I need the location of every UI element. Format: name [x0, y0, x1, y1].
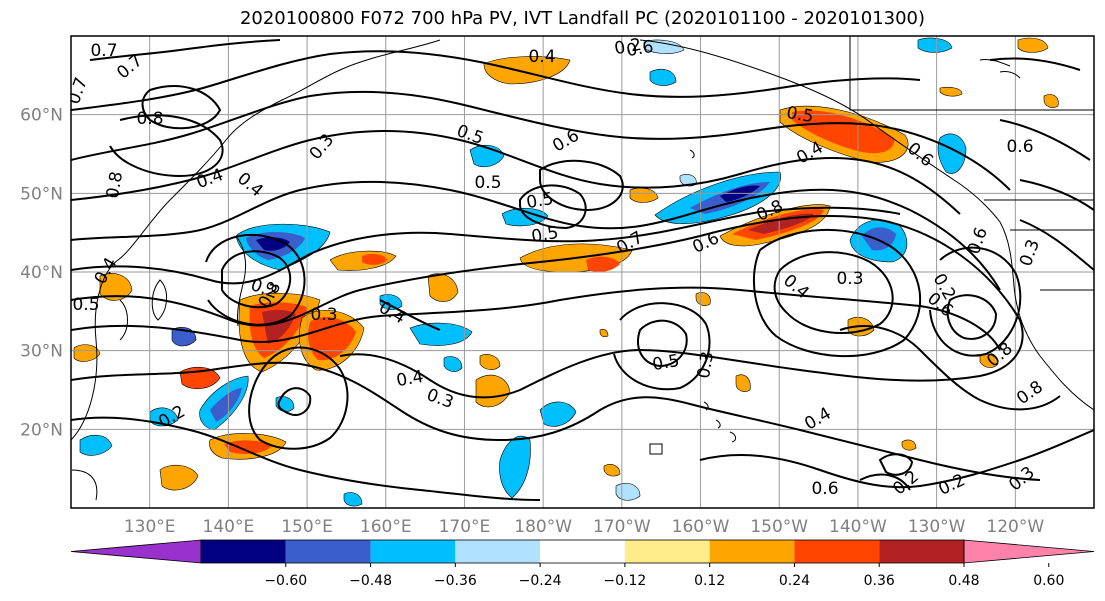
contour-label: 0.4 — [528, 47, 555, 67]
longitude-tick-label: 160°W — [672, 517, 730, 537]
contour-label: 0.4 — [395, 367, 425, 391]
contour-label: 0.5 — [474, 173, 501, 193]
contour-label: 0.5 — [651, 351, 681, 375]
contour-label: 0.3 — [836, 269, 863, 289]
contour-label: 0.7 — [90, 41, 117, 61]
gridlines — [71, 36, 1094, 508]
shading-patch — [149, 407, 179, 427]
map-layers: 0.70.70.80.80.5 0.60.30.4 0.4 0.50.50.60.50… — [71, 35, 1094, 508]
contour-label: 0.8 — [103, 170, 127, 200]
colorbar-segment — [624, 540, 710, 563]
shading-patch — [99, 273, 133, 301]
shading-patch — [599, 328, 609, 338]
map-frame — [70, 35, 1095, 509]
latitude-tick-label: 30°N — [20, 342, 63, 362]
longitude-tick-label: 170°W — [593, 517, 651, 537]
colorbar-segment — [794, 540, 880, 563]
colorbar-segment — [285, 540, 371, 563]
shading-patch — [937, 133, 967, 174]
shading-patch — [586, 256, 620, 272]
colorbar-segment — [709, 540, 795, 563]
contour-label: 0.5 — [72, 295, 99, 315]
latitude-tick-label: 50°N — [20, 184, 63, 204]
shading-patch — [343, 492, 363, 507]
shading-patch — [649, 69, 677, 86]
longitude-tick-label: 180°W — [514, 517, 572, 537]
longitude-tick-label: 140°E — [203, 517, 255, 537]
longitude-tick-label: 130°E — [124, 517, 176, 537]
latitude-tick-label: 60°N — [20, 106, 63, 126]
shading-patch — [792, 110, 895, 154]
colorbar-tick-label: −0.24 — [519, 573, 562, 589]
contour-label: 0.3 — [694, 350, 718, 380]
shading-patch — [748, 213, 814, 234]
contour-label: 0.2 — [613, 35, 643, 59]
shading-patch — [475, 374, 511, 408]
pv-contours — [71, 39, 1094, 501]
colorbar-tick-label: −0.36 — [434, 573, 477, 589]
contour-label: 0.5 — [525, 189, 555, 213]
longitude-tick-label: 150°E — [281, 517, 333, 537]
colorbar-tick-label: −0.48 — [349, 573, 392, 589]
colorbar: −0.60 −0.48 −0.36 −0.24 −0.12 0.12 0.24 0.36 0.4… — [70, 539, 1095, 589]
colorbar-tick-label: 0.24 — [779, 573, 810, 589]
contour-label: 0.6 — [1006, 137, 1033, 157]
colorbar-segment — [201, 540, 286, 563]
shading-patch — [695, 292, 711, 306]
shading-patch — [73, 344, 101, 362]
colorbar-tick-label: −0.60 — [264, 573, 307, 589]
shading-patch — [224, 440, 272, 454]
shading-patch — [499, 435, 531, 499]
colorbar-tick-label: 0.36 — [864, 573, 895, 589]
contour-label: 0.5 — [785, 103, 815, 127]
colorbar-segment — [879, 540, 964, 563]
longitude-labels: 130°E 140°E 150°E 160°E 170°E 180°W 170°W 160°W… — [124, 517, 1045, 537]
longitude-tick-label: 150°W — [750, 517, 808, 537]
shading-patch — [901, 439, 917, 451]
shading-patch — [1017, 37, 1049, 53]
longitude-tick-label: 130°W — [908, 517, 966, 537]
longitude-tick-label: 170°E — [439, 517, 491, 537]
shading-patch — [979, 354, 999, 368]
contour-label: 0.5 — [530, 223, 560, 247]
contour-label: 0.8 — [136, 109, 163, 129]
shading-patch — [308, 317, 356, 361]
shading-patch — [210, 388, 242, 422]
contour-label: 0.6 — [625, 37, 655, 61]
shading-patch — [735, 374, 751, 392]
shading-patch — [539, 401, 577, 427]
shading-patch — [443, 356, 463, 372]
shading-patch — [79, 434, 113, 456]
shading-patch — [362, 253, 388, 265]
coastlines — [71, 36, 1094, 501]
figure-title: 2020100800 F072 700 hPa PV, IVT Landfall… — [239, 8, 926, 29]
shading-patch — [479, 354, 501, 370]
colorbar-segment — [455, 540, 541, 563]
colorbar-tick-label: −0.12 — [603, 573, 646, 589]
colorbar-tick-label: 0.48 — [948, 573, 979, 589]
colorbar-segment — [540, 540, 625, 563]
longitude-tick-label: 120°W — [986, 517, 1044, 537]
contour-label: 0.6 — [811, 479, 838, 499]
longitude-tick-label: 140°W — [829, 517, 887, 537]
shading-patch — [603, 464, 621, 477]
latitude-labels: 20°N 30°N 40°N 50°N 60°N — [20, 106, 63, 441]
latitude-tick-label: 40°N — [20, 263, 63, 283]
colorbar-tick-label: 0.12 — [694, 573, 725, 589]
shading-patch — [939, 86, 963, 97]
shading-patch — [917, 37, 953, 53]
colorbar-outline — [200, 539, 965, 564]
longitude-tick-label: 160°E — [360, 517, 412, 537]
shading-patch — [159, 464, 199, 491]
colorbar-tick-label: 0.60 — [1033, 573, 1064, 589]
colorbar-segment — [370, 540, 456, 563]
shading-patch — [643, 39, 685, 54]
colorbar-extend-min — [70, 539, 202, 564]
contour-label: 0.3 — [310, 305, 337, 325]
latitude-tick-label: 20°N — [20, 420, 63, 440]
shading-patch — [1043, 94, 1059, 108]
colorbar-extend-max — [963, 539, 1095, 564]
shading-patch — [409, 322, 473, 346]
